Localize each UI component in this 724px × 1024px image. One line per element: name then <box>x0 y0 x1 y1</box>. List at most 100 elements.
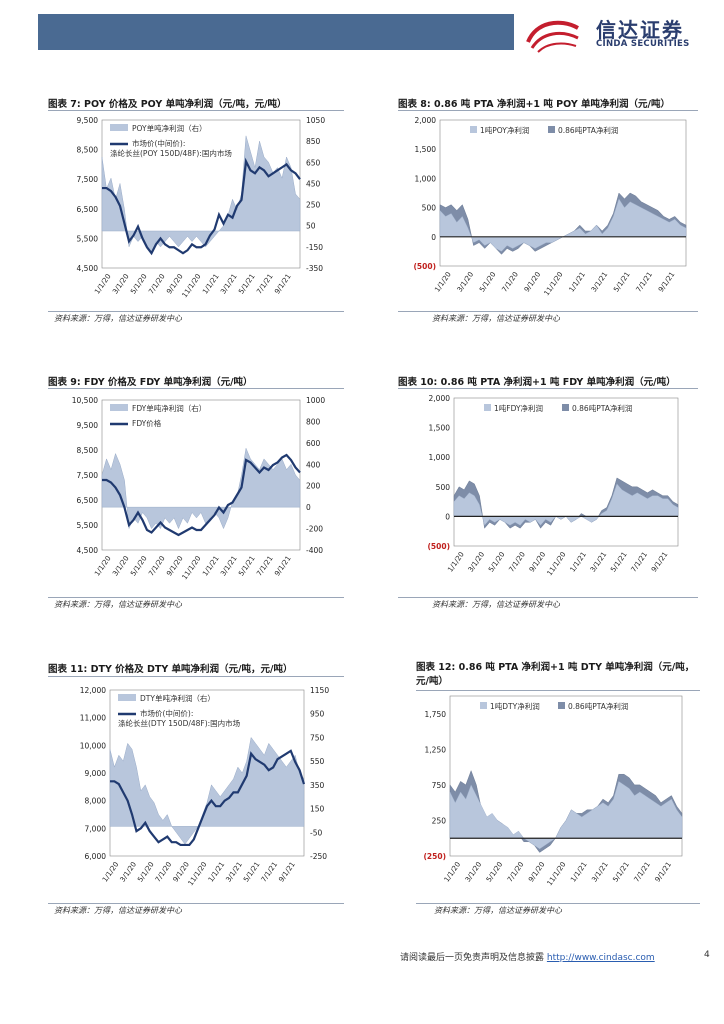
y-tick-label: 1,250 <box>425 745 447 754</box>
left-y-tick-label: 5,500 <box>77 521 99 530</box>
y-tick-label: 0 <box>431 233 436 242</box>
right-y-tick-label: 250 <box>306 201 321 210</box>
y-tick-label: (250) <box>423 852 446 861</box>
figure-9-chart: 10,500 9,500 8,500 7,500 6,500 5,500 4,500 1000… <box>72 396 326 581</box>
left-y-tick-label: 10,500 <box>72 396 98 405</box>
x-tick-label: 9/1/20 <box>528 551 547 574</box>
figure-10-rule-top <box>398 388 698 389</box>
x-tick-label: 9/1/21 <box>654 861 673 884</box>
figure-9-title: 图表 9: FDY 价格及 FDY 单吨净利润（元/吨） <box>48 377 253 388</box>
legend-line-label: 市场价(中间价):涤纶长丝(POY 150D/48F):国内市场 <box>110 138 232 158</box>
x-tick-label: 5/1/21 <box>237 273 256 296</box>
x-tick-label: 7/1/20 <box>500 271 519 294</box>
figure-10-title: 图表 10: 0.86 吨 PTA 净利润+1 吨 FDY 单吨净利润（元/吨） <box>398 377 676 388</box>
figure-8-rule-top <box>398 110 698 111</box>
page-number: 4 <box>704 950 710 960</box>
left-y-tick-label: 4,500 <box>77 546 99 555</box>
right-y-tick-label: 950 <box>310 710 325 719</box>
x-tick-label: 7/1/20 <box>147 555 166 578</box>
footer-disclaimer: 请阅读最后一页免责声明及信息披露 <box>400 953 545 963</box>
right-y-tick-label: 1150 <box>310 686 329 695</box>
y-tick-label: (500) <box>413 262 436 271</box>
x-tick-label: 9/1/20 <box>527 861 546 884</box>
right-y-tick-label: 350 <box>310 781 325 790</box>
left-y-tick-label: 10,000 <box>80 741 106 750</box>
left-y-tick-label: 9,000 <box>85 769 107 778</box>
left-y-tick-label: 5,500 <box>77 234 99 243</box>
right-y-tick-label: 1000 <box>306 396 325 405</box>
x-tick-label: 1/1/20 <box>433 271 452 294</box>
x-tick-label: 1/1/21 <box>207 861 226 884</box>
figure-7-rule-bottom <box>48 311 344 312</box>
x-tick-label: 9/1/21 <box>273 273 292 296</box>
legend-yarn-label: 1吨FDY净利润 <box>494 403 543 413</box>
y-tick-label: 1,500 <box>429 424 451 433</box>
y-tick-label: 1,000 <box>415 174 437 183</box>
figure-7-rule-top <box>48 110 344 111</box>
x-tick-label: 1/1/21 <box>201 273 220 296</box>
cinda-logo <box>526 20 579 53</box>
right-y-tick-label: 150 <box>310 805 325 814</box>
legend-line-label: 市场价(中间价):涤纶长丝(DTY 150D/48F):国内市场 <box>118 708 241 728</box>
x-tick-label: 5/1/21 <box>237 555 256 578</box>
legend-pta-swatch <box>548 126 555 133</box>
legend-pta-label: 0.86吨PTA净利润 <box>568 701 628 711</box>
x-tick-label: 7/1/20 <box>154 861 173 884</box>
figure-7-title: 图表 7: POY 价格及 POY 单吨净利润（元/吨，元/吨） <box>48 99 287 110</box>
x-tick-label: 3/1/20 <box>464 861 483 884</box>
right-y-tick-label: 450 <box>306 179 321 188</box>
legend-area-label: POY单吨净利润（右） <box>132 123 207 133</box>
y-tick-label: 2,000 <box>429 394 451 403</box>
figure-9-source: 资料来源：万得，信达证券研发中心 <box>54 600 182 609</box>
legend-area-swatch <box>118 694 136 701</box>
x-tick-label: 3/1/20 <box>111 273 130 296</box>
price-line-series <box>102 453 301 537</box>
figure-10-rule-bottom <box>398 597 698 598</box>
right-y-tick-label: 600 <box>306 439 321 448</box>
figure-11-chart: 12,000 11,000 10,000 9,000 8,000 7,000 6,000 11… <box>80 686 330 887</box>
x-tick-label: 3/1/21 <box>219 273 238 296</box>
x-tick-label: 3/1/20 <box>119 861 138 884</box>
x-tick-label: 11/1/20 <box>543 271 565 298</box>
right-y-tick-label: 400 <box>306 460 321 469</box>
figure-10-source: 资料来源：万得，信达证券研发中心 <box>432 600 560 609</box>
profit-area-series <box>109 736 305 845</box>
figure-8-title: 图表 8: 0.86 吨 PTA 净利润+1 吨 POY 单吨净利润（元/吨） <box>398 99 670 110</box>
right-y-tick-label: 550 <box>310 757 325 766</box>
right-y-tick-label: 50 <box>306 222 316 231</box>
x-tick-label: 7/1/21 <box>635 271 654 294</box>
x-tick-label: 7/1/21 <box>630 551 649 574</box>
legend-line-label: FDY价格 <box>132 418 162 428</box>
x-tick-label: 7/1/21 <box>255 273 274 296</box>
y-tick-label: 2,000 <box>415 116 437 125</box>
x-tick-label: 7/1/20 <box>506 861 525 884</box>
yarn-profit-area-series <box>449 781 683 850</box>
x-tick-label: 7/1/21 <box>633 861 652 884</box>
x-tick-label: 7/1/20 <box>147 273 166 296</box>
footer-link[interactable]: http://www.cindasc.com <box>546 953 655 963</box>
right-y-tick-label: 800 <box>306 417 321 426</box>
legend-pta-label: 0.86吨PTA净利润 <box>558 125 618 135</box>
figure-7-chart: 9,500 8,500 7,500 6,500 5,500 4,500 1050 850 650… <box>77 116 326 299</box>
figure-8-rule-bottom <box>398 311 698 312</box>
x-tick-label: 1/1/20 <box>93 273 112 296</box>
left-y-tick-label: 9,500 <box>77 421 99 430</box>
x-tick-label: 1/1/21 <box>201 555 220 578</box>
left-y-tick-label: 6,500 <box>77 496 99 505</box>
left-y-tick-label: 7,500 <box>77 471 99 480</box>
left-y-tick-label: 12,000 <box>80 686 106 695</box>
figure-11-title: 图表 11: DTY 价格及 DTY 单吨净利润（元/吨，元/吨） <box>48 664 293 675</box>
y-tick-label: 1,500 <box>415 145 437 154</box>
legend-area-label: DTY单吨净利润（右） <box>140 693 215 703</box>
right-y-tick-label: 200 <box>306 482 321 491</box>
x-tick-label: 5/1/20 <box>136 861 155 884</box>
header-band <box>38 14 514 50</box>
x-tick-label: 1/1/21 <box>568 271 587 294</box>
x-tick-label: 5/1/21 <box>612 271 631 294</box>
figure-9-rule-bottom <box>48 597 344 598</box>
left-y-tick-label: 4,500 <box>77 264 99 273</box>
x-tick-label: 3/1/21 <box>590 861 609 884</box>
x-tick-label: 9/1/21 <box>273 555 292 578</box>
logo-en-text: CINDA SECURITIES <box>596 39 690 49</box>
